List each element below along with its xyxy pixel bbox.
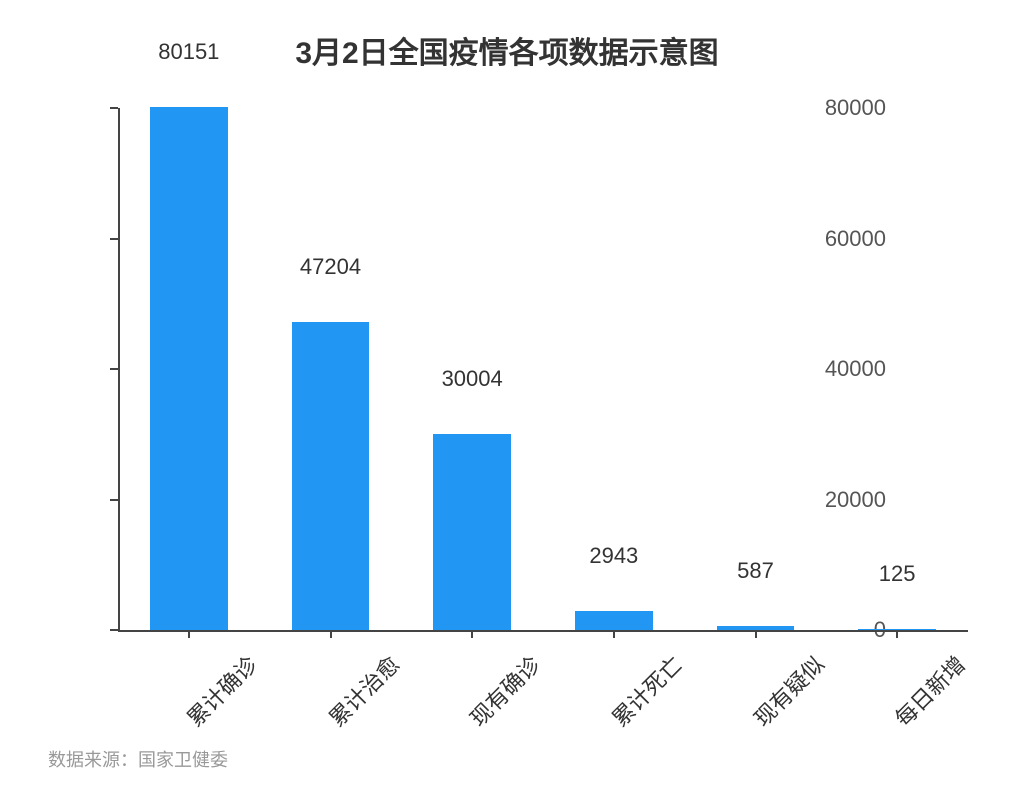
x-category-label: 每日新增	[887, 648, 972, 733]
x-tick-mark	[896, 630, 898, 638]
x-axis-line	[118, 630, 968, 632]
x-tick-mark	[613, 630, 615, 638]
chart-container: 3月2日全国疫情各项数据示意图 020000400006000080000 80…	[0, 0, 1014, 802]
bar	[292, 322, 370, 630]
x-category-label: 现有确诊	[462, 648, 547, 733]
x-category-label: 累计确诊	[179, 648, 264, 733]
plot-area: 8015147204300042943587125	[118, 108, 968, 630]
bar	[575, 611, 653, 630]
x-category-label: 现有疑似	[745, 648, 830, 733]
bar-value-label: 80151	[158, 39, 219, 73]
source-label: 数据来源：国家卫健委	[48, 746, 228, 772]
x-tick-mark	[471, 630, 473, 638]
bar-value-label: 125	[879, 561, 916, 595]
y-tick-mark	[110, 629, 118, 631]
bar-value-label: 30004	[442, 366, 503, 400]
x-category-label: 累计治愈	[320, 648, 405, 733]
bar	[150, 107, 228, 630]
y-tick-mark	[110, 368, 118, 370]
bar	[433, 434, 511, 630]
y-tick-mark	[110, 238, 118, 240]
bar-value-label: 2943	[589, 543, 638, 577]
y-tick-mark	[110, 107, 118, 109]
x-category-label: 累计死亡	[604, 648, 689, 733]
y-tick-mark	[110, 499, 118, 501]
chart-title: 3月2日全国疫情各项数据示意图	[0, 28, 1014, 72]
x-tick-mark	[755, 630, 757, 638]
bar-value-label: 587	[737, 558, 774, 592]
x-tick-mark	[188, 630, 190, 638]
bar-value-label: 47204	[300, 254, 361, 288]
x-tick-mark	[330, 630, 332, 638]
